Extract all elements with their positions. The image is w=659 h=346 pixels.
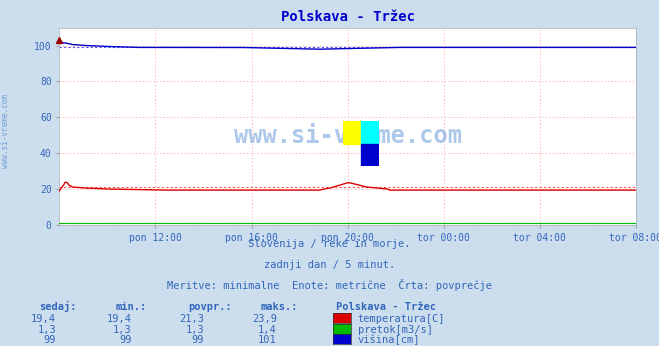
Bar [343,121,361,144]
Text: povpr.:: povpr.: [188,302,231,312]
Text: Polskava - Tržec: Polskava - Tržec [336,302,436,312]
Text: 19,4: 19,4 [31,315,56,325]
Text: 1,3: 1,3 [38,325,56,335]
Bar [361,144,379,166]
Text: 19,4: 19,4 [107,315,132,325]
Text: temperatura[C]: temperatura[C] [358,315,445,325]
Text: 101: 101 [258,335,277,345]
Text: 1,3: 1,3 [186,325,204,335]
Text: www.si-vreme.com: www.si-vreme.com [1,94,10,169]
Text: 1,4: 1,4 [258,325,277,335]
Text: 23,9: 23,9 [252,315,277,325]
Text: 21,3: 21,3 [179,315,204,325]
Text: 99: 99 [119,335,132,345]
Title: Polskava - Tržec: Polskava - Tržec [281,10,415,24]
Text: 1,3: 1,3 [113,325,132,335]
Text: zadnji dan / 5 minut.: zadnji dan / 5 minut. [264,260,395,270]
Bar [361,121,379,144]
Text: maks.:: maks.: [260,302,298,312]
Text: 99: 99 [192,335,204,345]
Text: 99: 99 [43,335,56,345]
Text: pretok[m3/s]: pretok[m3/s] [358,325,433,335]
Text: Slovenija / reke in morje.: Slovenija / reke in morje. [248,239,411,249]
Text: višina[cm]: višina[cm] [358,335,420,345]
Text: Meritve: minimalne  Enote: metrične  Črta: povprečje: Meritve: minimalne Enote: metrične Črta:… [167,279,492,291]
Text: min.:: min.: [115,302,146,312]
Text: sedaj:: sedaj: [40,301,77,312]
Text: www.si-vreme.com: www.si-vreme.com [234,124,461,148]
